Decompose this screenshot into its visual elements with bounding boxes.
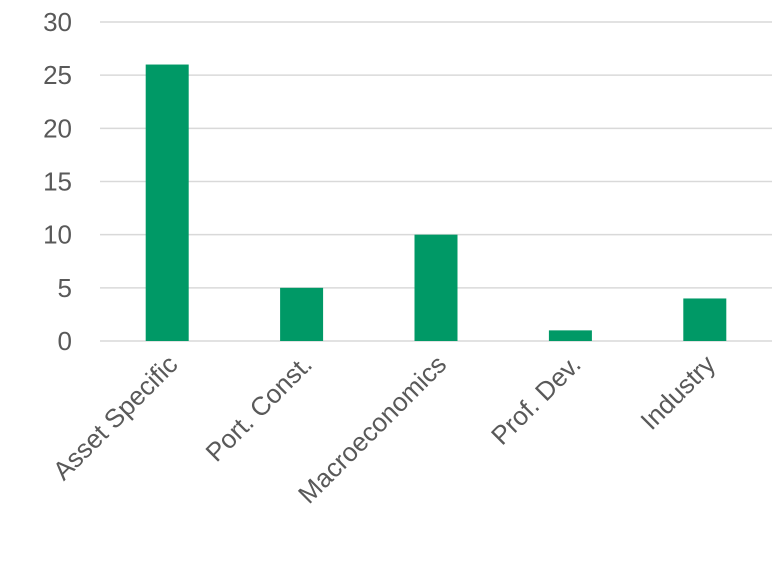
bar-macroeconomics: [414, 234, 458, 341]
bar-port-const: [280, 287, 324, 341]
bar-asset-specific: [145, 64, 189, 342]
bars: [145, 64, 727, 342]
x-category-label: Macroeconomics: [292, 349, 452, 509]
x-axis-category-labels: Asset Specific Port. Const.Macroeconomics…: [47, 349, 721, 509]
y-tick-label: 10: [43, 220, 72, 250]
x-category-label: Asset Specific: [47, 349, 184, 486]
bar-prof-dev: [548, 330, 592, 341]
y-tick-label: 15: [43, 167, 72, 197]
x-category-label: Industry: [634, 349, 721, 436]
y-tick-label: 5: [58, 273, 72, 303]
x-category-label: Port. Const.: [200, 349, 318, 467]
y-tick-label: 20: [43, 113, 72, 143]
y-tick-label: 0: [58, 326, 72, 356]
y-axis-tick-labels: 0 5 10 15 20 25 30: [43, 7, 72, 356]
bar-industry: [683, 298, 727, 341]
y-tick-label: 30: [43, 7, 72, 37]
y-tick-label: 25: [43, 60, 72, 90]
x-category-label: Prof. Dev.: [485, 349, 587, 451]
